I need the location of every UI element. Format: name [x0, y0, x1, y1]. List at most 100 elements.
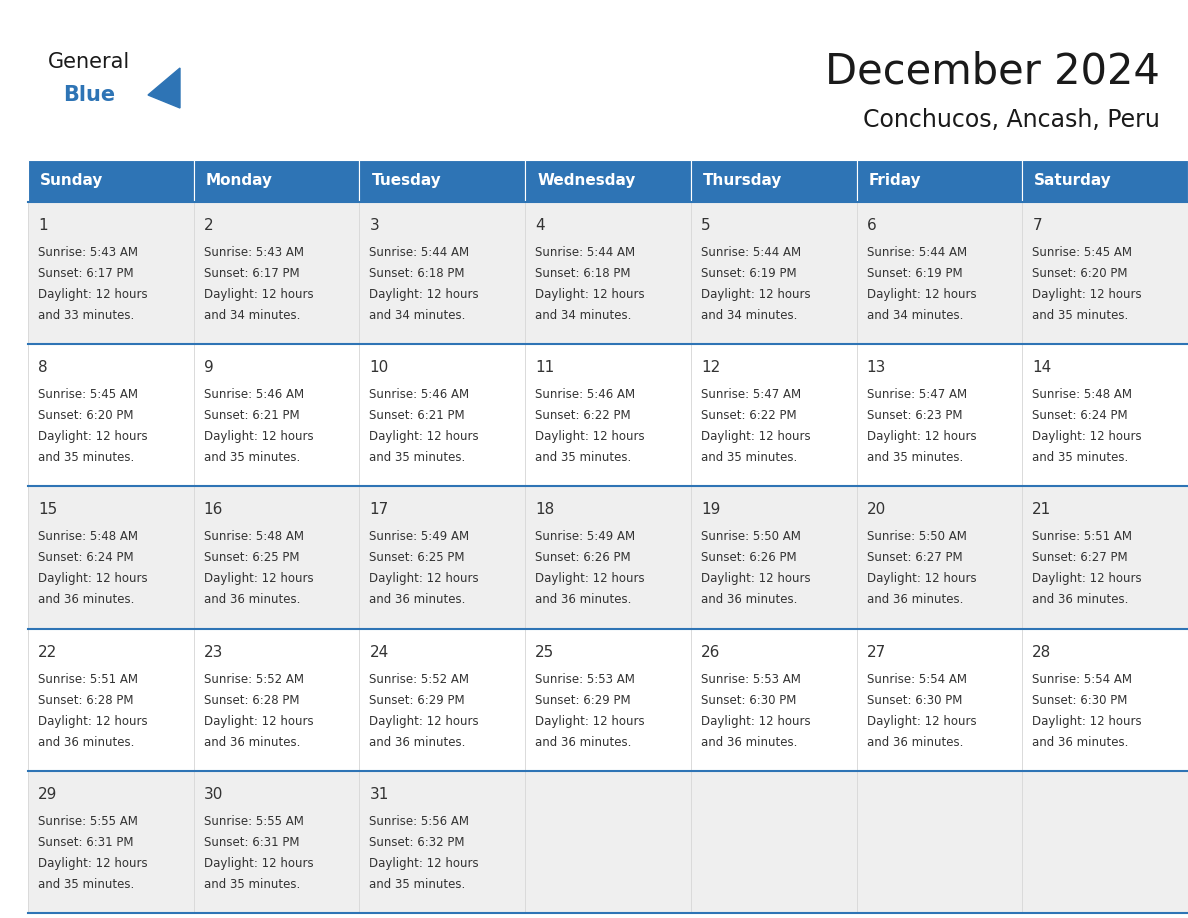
- Text: Sunset: 6:26 PM: Sunset: 6:26 PM: [535, 552, 631, 565]
- Text: Sunset: 6:17 PM: Sunset: 6:17 PM: [203, 267, 299, 280]
- Text: Sunrise: 5:48 AM: Sunrise: 5:48 AM: [1032, 388, 1132, 401]
- Text: Sunrise: 5:46 AM: Sunrise: 5:46 AM: [535, 388, 636, 401]
- Text: Sunrise: 5:46 AM: Sunrise: 5:46 AM: [369, 388, 469, 401]
- Text: and 35 minutes.: and 35 minutes.: [1032, 452, 1129, 465]
- Text: Sunset: 6:28 PM: Sunset: 6:28 PM: [203, 694, 299, 707]
- Text: December 2024: December 2024: [826, 51, 1159, 93]
- Bar: [525, 160, 691, 202]
- Bar: [691, 344, 857, 487]
- Bar: [1023, 344, 1188, 487]
- Text: Daylight: 12 hours: Daylight: 12 hours: [369, 856, 479, 869]
- Text: and 35 minutes.: and 35 minutes.: [866, 452, 962, 465]
- Text: Daylight: 12 hours: Daylight: 12 hours: [369, 431, 479, 443]
- Text: Daylight: 12 hours: Daylight: 12 hours: [1032, 573, 1142, 586]
- Text: 19: 19: [701, 502, 720, 518]
- Text: and 36 minutes.: and 36 minutes.: [38, 593, 134, 607]
- Text: and 35 minutes.: and 35 minutes.: [369, 878, 466, 890]
- Bar: [691, 487, 857, 629]
- Text: 13: 13: [866, 360, 886, 375]
- Text: Sunrise: 5:55 AM: Sunrise: 5:55 AM: [38, 815, 138, 828]
- Text: Sunset: 6:31 PM: Sunset: 6:31 PM: [203, 835, 299, 849]
- Bar: [194, 771, 360, 913]
- Bar: [1023, 160, 1188, 202]
- Bar: [857, 629, 1023, 771]
- Text: Daylight: 12 hours: Daylight: 12 hours: [866, 714, 977, 728]
- Text: Daylight: 12 hours: Daylight: 12 hours: [369, 714, 479, 728]
- Text: Sunset: 6:27 PM: Sunset: 6:27 PM: [866, 552, 962, 565]
- Bar: [360, 771, 525, 913]
- Text: Sunset: 6:25 PM: Sunset: 6:25 PM: [369, 552, 465, 565]
- Text: Daylight: 12 hours: Daylight: 12 hours: [38, 431, 147, 443]
- Text: Sunrise: 5:43 AM: Sunrise: 5:43 AM: [203, 246, 304, 259]
- Bar: [1023, 487, 1188, 629]
- Text: and 35 minutes.: and 35 minutes.: [1032, 309, 1129, 322]
- Text: 6: 6: [866, 218, 877, 233]
- Text: Daylight: 12 hours: Daylight: 12 hours: [535, 714, 645, 728]
- Text: Daylight: 12 hours: Daylight: 12 hours: [535, 573, 645, 586]
- Bar: [29, 629, 194, 771]
- Text: Daylight: 12 hours: Daylight: 12 hours: [369, 573, 479, 586]
- Text: 4: 4: [535, 218, 545, 233]
- Text: Sunset: 6:20 PM: Sunset: 6:20 PM: [38, 409, 133, 422]
- Text: Sunrise: 5:43 AM: Sunrise: 5:43 AM: [38, 246, 138, 259]
- Text: Sunset: 6:17 PM: Sunset: 6:17 PM: [38, 267, 133, 280]
- Text: Daylight: 12 hours: Daylight: 12 hours: [203, 714, 314, 728]
- Text: and 36 minutes.: and 36 minutes.: [369, 593, 466, 607]
- Text: Daylight: 12 hours: Daylight: 12 hours: [701, 288, 810, 301]
- Text: Sunset: 6:24 PM: Sunset: 6:24 PM: [38, 552, 133, 565]
- Text: Sunset: 6:29 PM: Sunset: 6:29 PM: [535, 694, 631, 707]
- Text: 7: 7: [1032, 218, 1042, 233]
- Text: and 34 minutes.: and 34 minutes.: [701, 309, 797, 322]
- Text: Daylight: 12 hours: Daylight: 12 hours: [203, 431, 314, 443]
- Text: and 35 minutes.: and 35 minutes.: [203, 878, 299, 890]
- Text: and 33 minutes.: and 33 minutes.: [38, 309, 134, 322]
- Bar: [360, 344, 525, 487]
- Text: Sunset: 6:31 PM: Sunset: 6:31 PM: [38, 835, 133, 849]
- Bar: [857, 487, 1023, 629]
- Text: Daylight: 12 hours: Daylight: 12 hours: [701, 714, 810, 728]
- Text: and 36 minutes.: and 36 minutes.: [701, 735, 797, 748]
- Text: Daylight: 12 hours: Daylight: 12 hours: [203, 856, 314, 869]
- Text: Sunset: 6:19 PM: Sunset: 6:19 PM: [866, 267, 962, 280]
- Polygon shape: [148, 68, 181, 108]
- Bar: [194, 202, 360, 344]
- Text: and 35 minutes.: and 35 minutes.: [38, 878, 134, 890]
- Text: Sunrise: 5:47 AM: Sunrise: 5:47 AM: [866, 388, 967, 401]
- Text: Sunset: 6:19 PM: Sunset: 6:19 PM: [701, 267, 796, 280]
- Bar: [360, 202, 525, 344]
- Text: Sunrise: 5:47 AM: Sunrise: 5:47 AM: [701, 388, 801, 401]
- Text: Sunrise: 5:44 AM: Sunrise: 5:44 AM: [535, 246, 636, 259]
- Text: 23: 23: [203, 644, 223, 660]
- Bar: [29, 344, 194, 487]
- Bar: [525, 487, 691, 629]
- Text: 24: 24: [369, 644, 388, 660]
- Text: and 36 minutes.: and 36 minutes.: [203, 735, 301, 748]
- Text: Sunset: 6:24 PM: Sunset: 6:24 PM: [1032, 409, 1127, 422]
- Text: Sunset: 6:29 PM: Sunset: 6:29 PM: [369, 694, 465, 707]
- Bar: [691, 202, 857, 344]
- Bar: [29, 202, 194, 344]
- Text: and 34 minutes.: and 34 minutes.: [535, 309, 632, 322]
- Text: Sunset: 6:30 PM: Sunset: 6:30 PM: [1032, 694, 1127, 707]
- Text: Sunday: Sunday: [40, 174, 103, 188]
- Text: Sunset: 6:30 PM: Sunset: 6:30 PM: [701, 694, 796, 707]
- Text: Sunrise: 5:48 AM: Sunrise: 5:48 AM: [38, 531, 138, 543]
- Text: Sunset: 6:25 PM: Sunset: 6:25 PM: [203, 552, 299, 565]
- Text: and 36 minutes.: and 36 minutes.: [369, 735, 466, 748]
- Text: 11: 11: [535, 360, 555, 375]
- Text: 5: 5: [701, 218, 710, 233]
- Bar: [857, 771, 1023, 913]
- Bar: [194, 160, 360, 202]
- Bar: [691, 629, 857, 771]
- Text: 29: 29: [38, 787, 57, 801]
- Text: Daylight: 12 hours: Daylight: 12 hours: [1032, 714, 1142, 728]
- Text: Sunrise: 5:45 AM: Sunrise: 5:45 AM: [1032, 246, 1132, 259]
- Text: Daylight: 12 hours: Daylight: 12 hours: [203, 288, 314, 301]
- Text: Daylight: 12 hours: Daylight: 12 hours: [866, 288, 977, 301]
- Text: Sunrise: 5:50 AM: Sunrise: 5:50 AM: [866, 531, 967, 543]
- Text: Sunrise: 5:45 AM: Sunrise: 5:45 AM: [38, 388, 138, 401]
- Text: 28: 28: [1032, 644, 1051, 660]
- Text: 25: 25: [535, 644, 555, 660]
- Text: Blue: Blue: [63, 85, 115, 105]
- Text: Daylight: 12 hours: Daylight: 12 hours: [701, 431, 810, 443]
